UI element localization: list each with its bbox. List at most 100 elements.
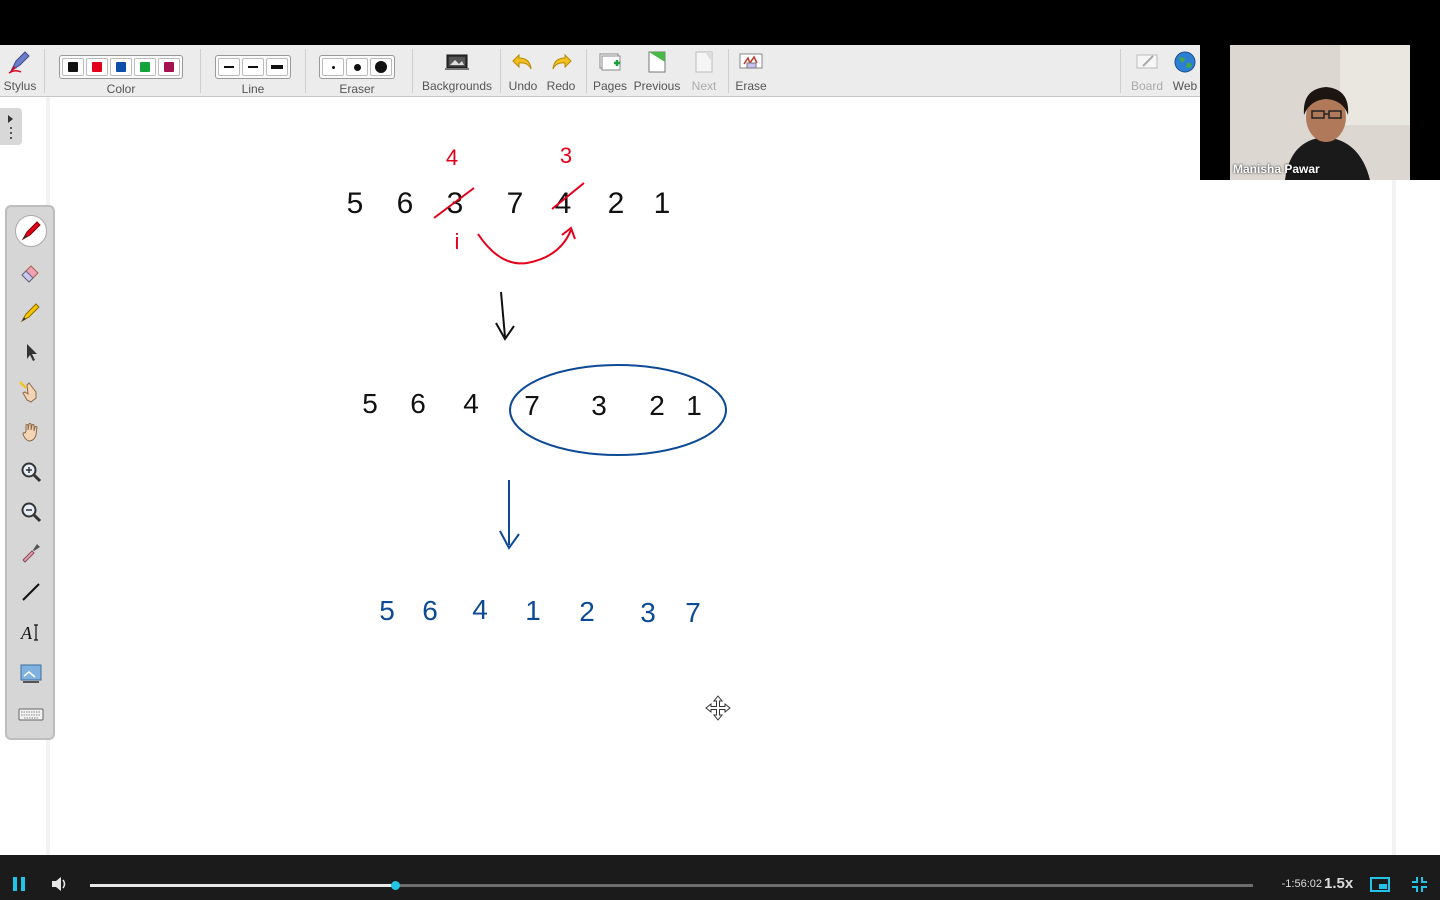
seek-bar-progress [90, 884, 395, 887]
presenter-webcam[interactable]: Manisha Pawar [1200, 45, 1440, 180]
eraser-small-button[interactable] [322, 58, 344, 76]
board-label: Board [1130, 79, 1164, 93]
color-swatch-button[interactable] [62, 58, 84, 76]
row2-digit: 5 [362, 388, 378, 419]
row1-digit: 6 [397, 187, 414, 220]
pan-hand-icon [22, 423, 38, 442]
pan-tool-button[interactable] [13, 415, 49, 449]
pages-button[interactable]: Pages [591, 45, 629, 97]
pen-icon [21, 221, 41, 241]
seek-bar[interactable] [90, 881, 1253, 890]
stylus-button[interactable]: Stylus [2, 45, 38, 97]
eyedropper-tool-button[interactable] [13, 535, 49, 569]
annotation-above-4: 3 [560, 143, 572, 168]
exit-fullscreen-icon[interactable] [1411, 876, 1428, 893]
undo-button[interactable]: Undo [506, 45, 540, 97]
color-swatch-chip [140, 62, 150, 72]
row1-digit: 5 [347, 187, 364, 220]
color-swatches [59, 55, 183, 79]
line-tool-button[interactable] [13, 575, 49, 609]
eraser-large-button[interactable] [370, 58, 392, 76]
pen-tool-button[interactable] [15, 215, 47, 247]
pause-button[interactable] [10, 875, 28, 893]
pointer-hand-icon [19, 381, 37, 403]
select-arrow-icon [27, 344, 37, 361]
color-swatch-button[interactable] [134, 58, 156, 76]
previous-page-button[interactable]: Previous [633, 45, 681, 97]
down-arrow-2-head [499, 530, 520, 550]
backgrounds-label: Backgrounds [421, 79, 493, 93]
line-medium-button[interactable] [242, 58, 264, 76]
erase-label: Erase [735, 79, 767, 93]
select-tool-button[interactable] [13, 335, 49, 369]
strike-through-4 [551, 182, 585, 210]
eraser-medium-button[interactable] [346, 58, 368, 76]
seek-bar-handle[interactable] [390, 881, 400, 890]
stylus-label: Stylus [3, 79, 37, 93]
sidebar-collapse-tab[interactable] [0, 108, 22, 145]
next-page-button[interactable]: Next [686, 45, 722, 97]
whiteboard-canvas[interactable]: 5 6 3 7 4 2 1 4 3 i 5 [0, 97, 1440, 855]
playback-speed-button[interactable]: 1.5x [1324, 875, 1354, 892]
web-button[interactable]: Web [1170, 45, 1200, 97]
keyboard-icon [18, 708, 44, 721]
row3-digit: 1 [525, 595, 541, 626]
svg-text:A: A [20, 623, 33, 643]
stylus-icon [7, 45, 33, 79]
redo-label: Redo [546, 79, 576, 93]
text-tool-icon: A [20, 623, 38, 643]
eraser-tool-button[interactable] [13, 255, 49, 289]
text-tool-button[interactable]: A [13, 615, 49, 649]
line-thick-button[interactable] [266, 58, 288, 76]
index-marker-i: i [455, 229, 460, 254]
screen-capture-icon [20, 664, 42, 683]
row2-digit: 6 [410, 388, 426, 419]
globe-icon [1173, 45, 1197, 79]
redo-button[interactable]: Redo [544, 45, 578, 97]
next-label: Next [691, 79, 717, 93]
volume-icon[interactable] [50, 875, 70, 893]
expand-arrow-icon [8, 114, 13, 123]
toolbar-divider [200, 49, 201, 93]
move-cursor-icon [705, 695, 731, 721]
picture-in-picture-icon[interactable] [1370, 877, 1390, 892]
color-swatch-button[interactable] [86, 58, 108, 76]
strike-through-3 [433, 187, 475, 219]
backgrounds-icon [444, 45, 470, 79]
row2-digit: 4 [463, 388, 479, 419]
row2-digit: 1 [686, 390, 702, 421]
zoom-in-tool-button[interactable] [13, 455, 49, 489]
color-swatch-button[interactable] [110, 58, 132, 76]
row1-digit: 7 [507, 187, 524, 220]
annotation-above-3: 4 [446, 145, 458, 170]
grip-icon [10, 126, 12, 139]
backgrounds-button[interactable]: Backgrounds [420, 45, 494, 97]
undo-icon [511, 45, 535, 79]
color-swatch-chip [68, 62, 78, 72]
down-arrow-1-head [495, 322, 515, 341]
line-thin-button[interactable] [218, 58, 240, 76]
line-tool-icon [22, 583, 40, 601]
row3-digit: 5 [379, 595, 395, 626]
color-group: Color [50, 45, 192, 97]
row2-digit: 3 [591, 390, 607, 421]
color-swatch-button[interactable] [158, 58, 180, 76]
color-swatch-chip [92, 62, 102, 72]
highlighter-tool-button[interactable] [13, 295, 49, 329]
row2-digit: 7 [524, 390, 540, 421]
time-remaining: -1:56:02 [1281, 878, 1322, 890]
pointer-tool-button[interactable] [13, 375, 49, 409]
zoom-out-icon [21, 502, 42, 523]
board-button[interactable]: Board [1128, 45, 1166, 97]
row3-digit: 6 [422, 595, 438, 626]
screen-capture-tool-button[interactable] [13, 657, 49, 691]
zoom-out-tool-button[interactable] [13, 495, 49, 529]
toolbar-divider [500, 49, 501, 93]
keyboard-tool-button[interactable] [13, 697, 49, 731]
pages-label: Pages [592, 79, 628, 93]
reverse-range-ellipse [509, 364, 727, 456]
line-width-swatches [215, 55, 291, 79]
erase-button[interactable]: Erase [733, 45, 769, 97]
eraser-icon [21, 265, 39, 283]
